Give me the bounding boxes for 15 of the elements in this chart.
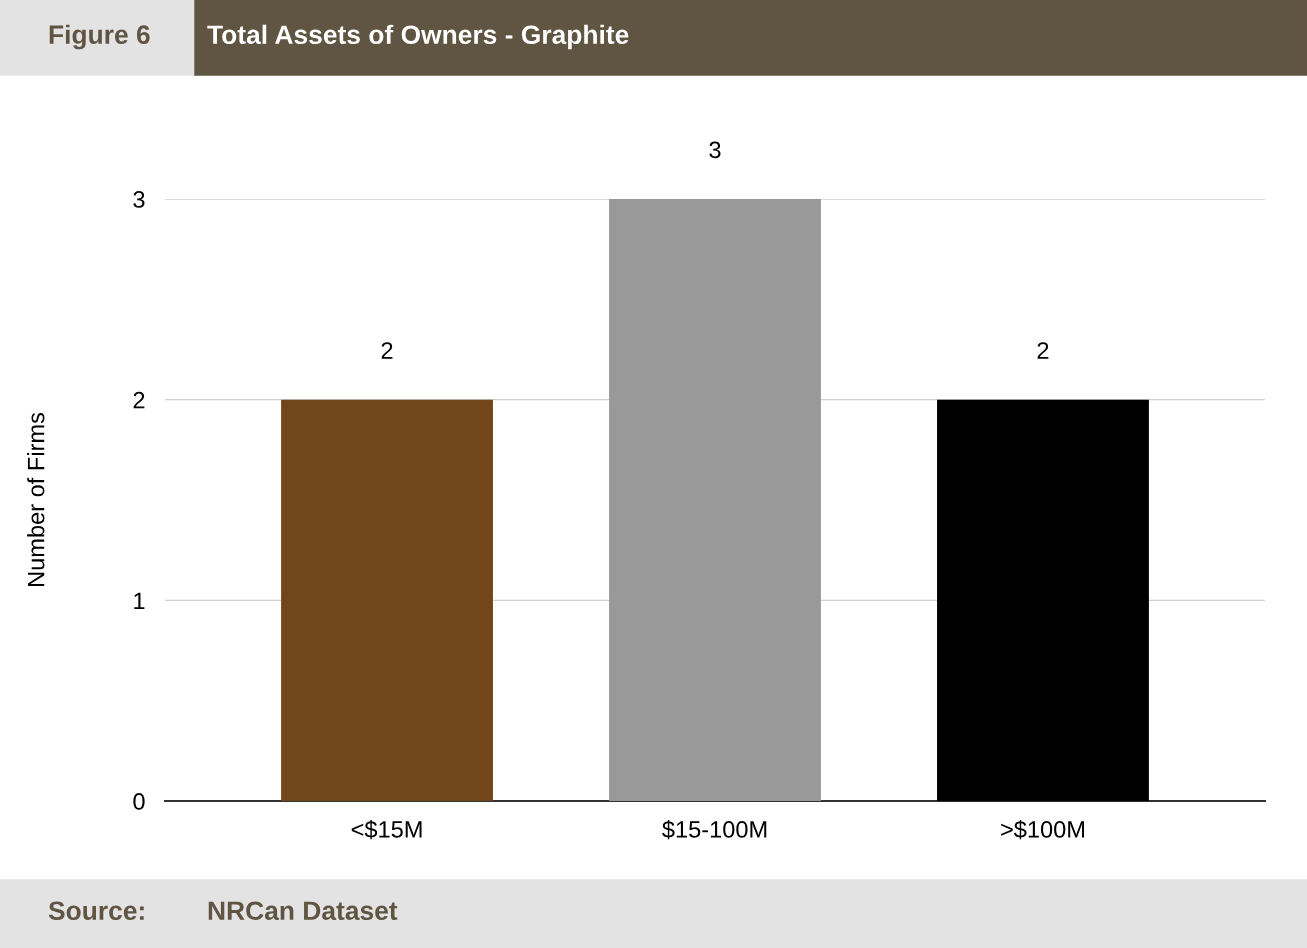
y-axis-title: Number of Firms [27, 412, 45, 586]
x-tick-label: <$15M [351, 820, 422, 840]
source-note: Source: [48, 901, 144, 921]
x-tick-label: >$100M [1001, 820, 1085, 840]
text: NRCan Dataset [208, 901, 398, 921]
y-tick-label: 0 [133, 793, 145, 810]
y-tick-label: 2 [133, 391, 145, 409]
data-label: 3 [709, 141, 721, 159]
chart-title: Total Assets of Owners - Graphite [207, 24, 629, 50]
data-label: 2 [1037, 342, 1049, 359]
y-tick-label: 3 [133, 191, 145, 208]
y-tick-label: 1 [134, 592, 145, 609]
data-label: 2 [381, 342, 393, 359]
x-tick-label: $15-100M [662, 820, 767, 840]
caption: Figure 6 [49, 24, 150, 50]
